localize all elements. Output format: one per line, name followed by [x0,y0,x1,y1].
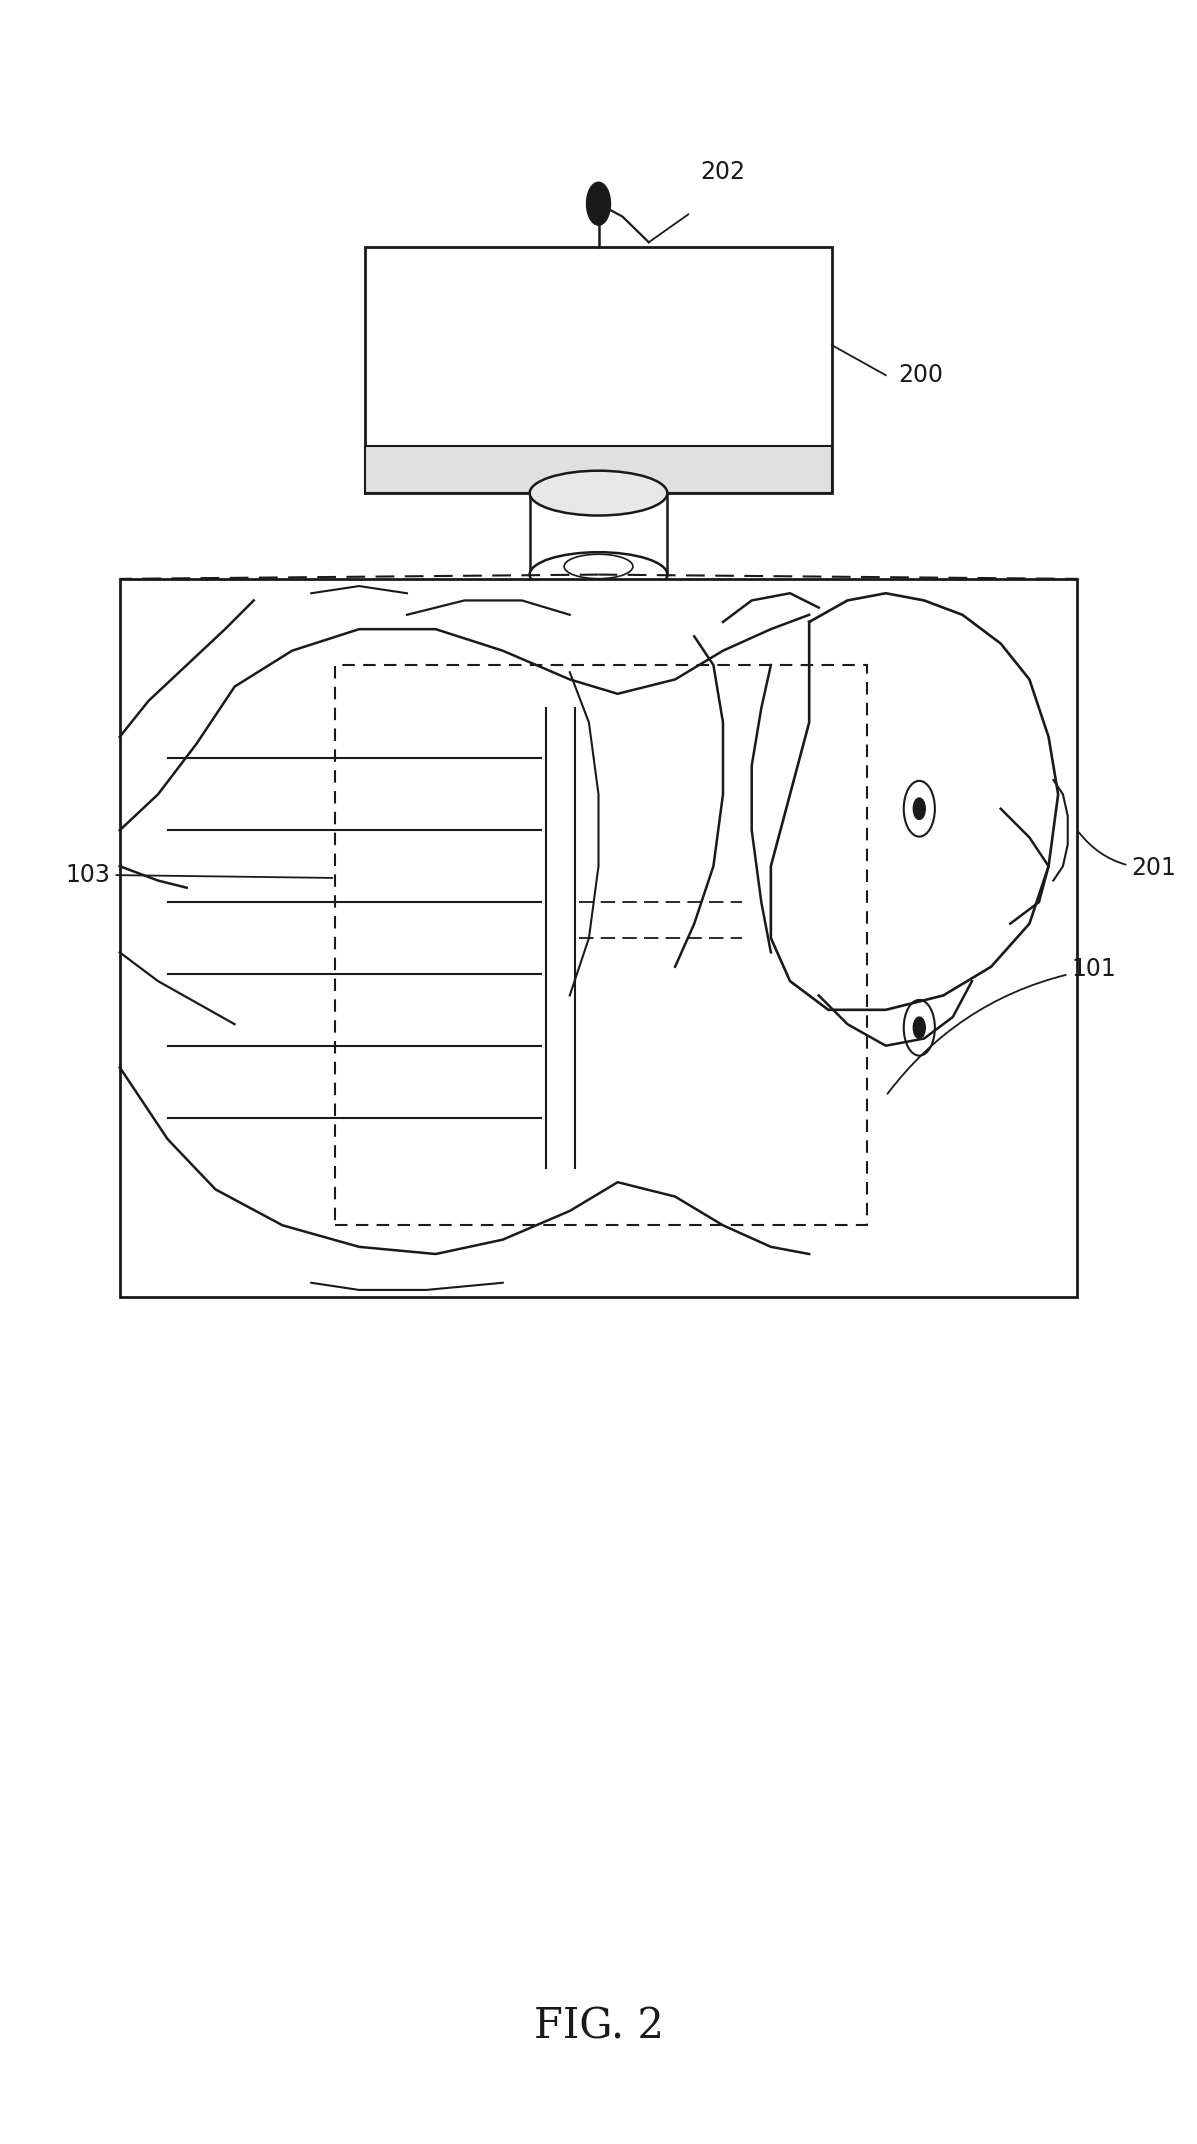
Ellipse shape [529,472,668,515]
Text: FIG. 2: FIG. 2 [534,2005,663,2048]
Circle shape [587,182,610,225]
Bar [529,493,668,575]
Ellipse shape [529,553,668,596]
Text: 200: 200 [898,362,943,388]
Text: 202: 202 [700,159,746,184]
Bar [365,446,832,493]
Bar [335,665,867,1226]
Text: 101: 101 [887,956,1116,1093]
Circle shape [913,798,925,819]
Bar [365,247,832,493]
Circle shape [913,1016,925,1038]
Bar [120,579,1077,1297]
Text: 201: 201 [1078,832,1175,881]
Text: 103: 103 [66,862,333,888]
